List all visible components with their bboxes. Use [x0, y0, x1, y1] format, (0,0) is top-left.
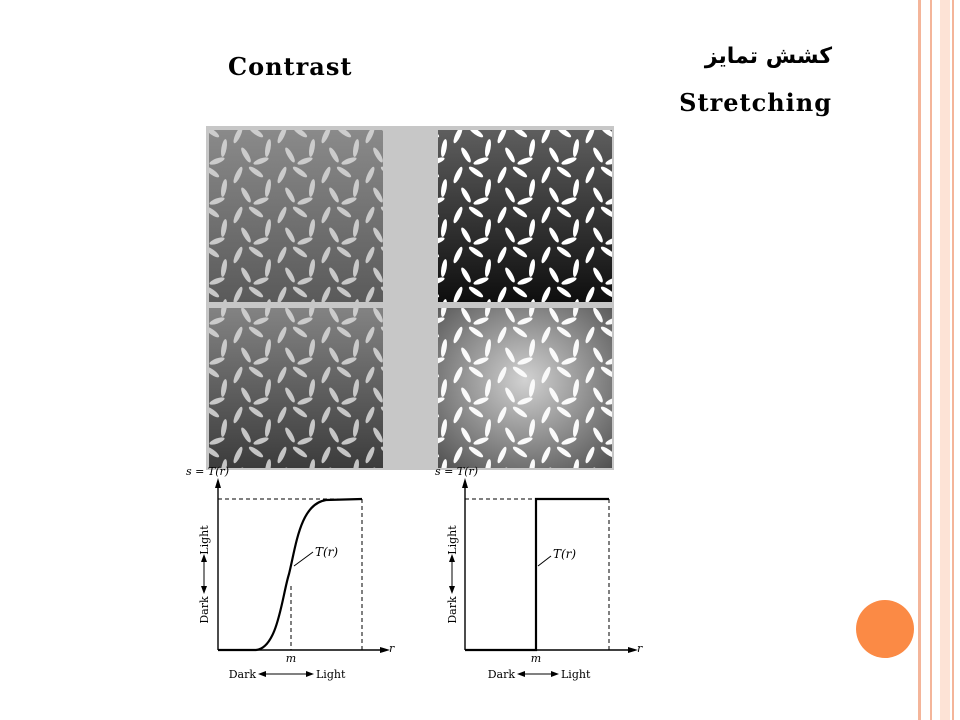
graph-sigmoid: T(r) s = T(r) Light Dark r m Dark Light	[186, 465, 395, 681]
edge-line-4	[952, 0, 954, 720]
y-up-label: Light	[198, 525, 211, 555]
contrast-stretching-figure: T(r) s = T(r) Light Dark r m Dark Light …	[186, 126, 656, 690]
curve-pointer	[537, 555, 552, 567]
x-arrow-left	[517, 671, 525, 677]
curve-pointer	[293, 551, 314, 567]
edge-line-1	[918, 0, 921, 720]
x-right-label: Light	[561, 668, 591, 681]
x-arrow-left	[258, 671, 266, 677]
y-axis-arrow	[462, 478, 468, 488]
x-axis-arrow	[628, 647, 638, 653]
x-marker: m	[286, 652, 296, 665]
title-contrast: Contrast	[228, 52, 353, 81]
title-persian: كشش تمايز	[704, 44, 832, 69]
x-axis-var: r	[637, 642, 643, 655]
graph-threshold: T(r) s = T(r) Light Dark r m Dark Light	[435, 465, 643, 681]
sigmoid-curve	[218, 497, 363, 652]
y-axis-title: s = T(r)	[435, 465, 478, 478]
y-axis-title: s = T(r)	[186, 465, 229, 478]
y-arrow-up	[201, 554, 207, 562]
step-curve	[465, 497, 609, 652]
image-original	[209, 308, 383, 468]
edge-line-3	[940, 0, 950, 720]
x-marker: m	[531, 652, 541, 665]
y-down-label: Dark	[198, 596, 211, 624]
image-contrast-stretched	[438, 130, 612, 302]
x-axis-var: r	[389, 642, 395, 655]
curve-label: T(r)	[553, 547, 576, 561]
x-right-label: Light	[316, 668, 346, 681]
x-arrow-right	[551, 671, 559, 677]
image-low-contrast	[209, 130, 383, 302]
title-stretching: Stretching	[679, 88, 832, 117]
y-arrow-down	[449, 586, 455, 594]
x-left-label: Dark	[229, 668, 257, 681]
image-thresholded	[438, 308, 612, 468]
y-arrow-up	[449, 554, 455, 562]
curve-label: T(r)	[315, 545, 338, 559]
y-arrow-down	[201, 586, 207, 594]
decorative-circle	[856, 600, 914, 658]
y-down-label: Dark	[446, 596, 459, 624]
x-left-label: Dark	[488, 668, 516, 681]
y-axis-arrow	[215, 478, 221, 488]
x-arrow-right	[306, 671, 314, 677]
y-up-label: Light	[446, 525, 459, 555]
edge-line-2	[930, 0, 932, 720]
x-axis-arrow	[380, 647, 390, 653]
